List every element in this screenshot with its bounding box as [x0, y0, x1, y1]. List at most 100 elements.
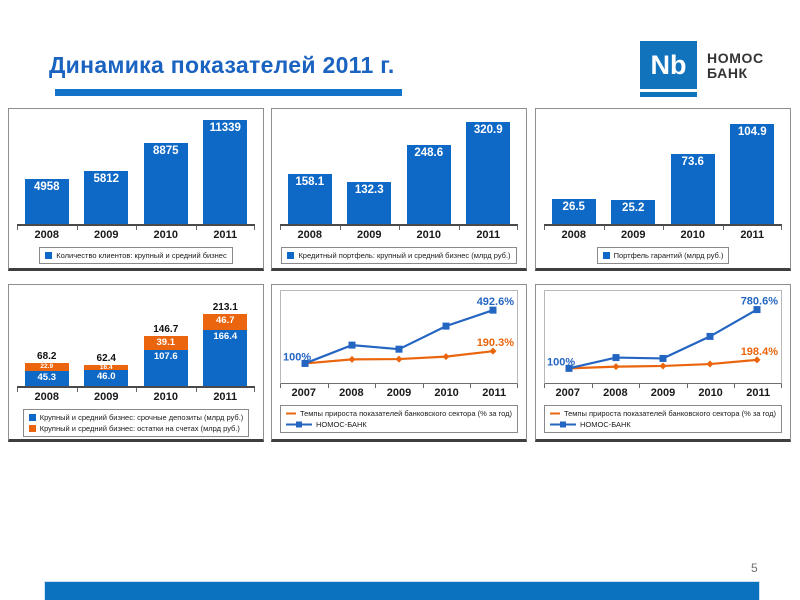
- x-axis: 2008 2009 2010 2011: [17, 388, 255, 406]
- legend-label: Темпы прироста показателей банковского с…: [299, 409, 512, 418]
- axis-label: 2008: [561, 229, 586, 241]
- bar-cell: 26.5: [544, 114, 604, 224]
- axis-label: 2008: [297, 229, 322, 241]
- axis-label: 2009: [357, 229, 382, 241]
- page-title: Динамика показателей 2011 г.: [49, 52, 395, 78]
- axis-tick: [375, 384, 377, 388]
- axis-label: 2010: [680, 229, 705, 241]
- legend-swatch-icon: [287, 252, 295, 259]
- bar-segment: 16.4: [84, 364, 129, 371]
- bar: 4958: [24, 178, 69, 224]
- axis-label: 2009: [621, 229, 646, 241]
- bar-cell: 5812: [77, 114, 137, 224]
- axis-label: 2010: [153, 391, 178, 403]
- axis-tick: [639, 384, 641, 388]
- x-axis: 2007 2008 2009 2010 2011: [544, 384, 782, 402]
- bar-segment: 45.3: [24, 370, 69, 386]
- legend-item: Крупный и средний бизнес: остатки на сче…: [28, 423, 244, 434]
- segment-value-label: 46.7: [216, 314, 235, 326]
- legend-swatch-icon: [45, 252, 53, 259]
- axis-tick: [470, 384, 472, 388]
- axis-tick: [517, 384, 518, 388]
- x-axis: 2007 2008 2009 2010 2011: [280, 384, 518, 402]
- logo-underline-bar: [640, 92, 697, 97]
- axis-tick: [399, 226, 400, 230]
- stacked-bar-cell: 68.2 22.9 45.3: [17, 290, 77, 386]
- total-value-label: 213.1: [212, 301, 238, 313]
- segment-value-label: 166.4: [213, 330, 238, 342]
- axis-tick: [591, 384, 593, 388]
- bar-cell: 132.3: [340, 114, 400, 224]
- bar: 73.6: [670, 153, 715, 224]
- bar-segment: 166.4: [203, 329, 248, 386]
- chart-growth-rates-line-2: 100% 198.4% 780.6% 2007 2008 2009 2010 2011 Темп…: [535, 284, 791, 442]
- chart-deposits-balances-stacked: 68.2 22.9 45.3 62.4 16.4 46.0 146.7 39.1 107.6 21…: [8, 284, 264, 442]
- legend-label: Количество клиентов: крупный и средний б…: [56, 251, 227, 260]
- axis-label: 2009: [94, 391, 119, 403]
- axis-tick: [781, 226, 782, 230]
- plot-area: 4958 5812 8875 11339: [17, 114, 255, 226]
- bar-value-label: 73.6: [681, 155, 704, 168]
- bar-value-label: 5812: [93, 172, 120, 185]
- plot-area: 158.1 132.3 248.6 320.9: [280, 114, 518, 226]
- stacked-bar-cell: 146.7 39.1 107.6: [136, 290, 196, 386]
- stacked-bar-cell: 62.4 16.4 46.0: [77, 290, 137, 386]
- legend-label: Портфель гарантий (млрд руб.): [613, 251, 724, 260]
- bar: 132.3: [347, 181, 392, 224]
- stacked-bar-cell: 213.1 46.7 166.4: [196, 290, 256, 386]
- bar-value-label: 25.2: [622, 201, 645, 214]
- footer-accent-bar: [45, 582, 759, 600]
- x-axis: 2008 2009 2010 2011: [17, 226, 255, 244]
- bar: 5812: [84, 170, 129, 224]
- axis-label: 2011: [213, 229, 238, 241]
- axis-tick: [734, 384, 736, 388]
- legend-swatch-icon: [28, 425, 36, 432]
- legend-item: НОМОС-БАНК: [286, 419, 512, 430]
- axis-tick: [76, 388, 78, 392]
- bar-value-label: 26.5: [562, 200, 585, 213]
- chart-guarantee-portfolio: 26.5 25.2 73.6 104.9 2008 2009 2010 2011 Портфел…: [535, 108, 791, 271]
- logo-bank-name: НОМОС БАНК: [707, 51, 764, 81]
- segment-value-label: 46.0: [97, 371, 116, 383]
- axis-label: 2007: [291, 387, 317, 399]
- segment-value-label: 45.3: [37, 371, 57, 383]
- axis-tick: [517, 226, 518, 230]
- legend: Количество клиентов: крупный и средний б…: [39, 247, 233, 264]
- chart-growth-rates-line-1: 100% 190.3% 492.6% 2007 2008 2009 2010 2011 Темп…: [271, 284, 527, 442]
- bar-cell: 248.6: [399, 114, 459, 224]
- legend-item: НОМОС-БАНК: [550, 419, 776, 430]
- axis-label: 2011: [482, 387, 507, 399]
- legend: Портфель гарантий (млрд руб.): [596, 247, 730, 264]
- bar: 158.1: [287, 173, 332, 224]
- bar-cell: 8875: [136, 114, 196, 224]
- axis-label: 2007: [555, 387, 581, 399]
- plot-area: 26.5 25.2 73.6 104.9: [544, 114, 782, 226]
- bar-cell: 320.9: [459, 114, 519, 224]
- axis-label: 2008: [603, 387, 628, 399]
- axis-tick: [254, 388, 255, 392]
- axis-tick: [280, 226, 281, 230]
- chart-credit-portfolio: 158.1 132.3 248.6 320.9 2008 2009 2010 2011 Кред…: [271, 108, 527, 271]
- square-marker-icon: [550, 421, 576, 428]
- axis-label: 2009: [386, 387, 412, 399]
- x-axis: 2008 2009 2010 2011: [280, 226, 518, 244]
- axis-tick: [339, 226, 341, 230]
- line-chart-svg: 100% 198.4% 780.6%: [547, 296, 779, 372]
- axis-tick: [76, 226, 78, 230]
- legend: Темпы прироста показателей банковского с…: [280, 405, 518, 433]
- end-percent-label: 198.4%: [741, 346, 779, 358]
- bar-value-label: 11339: [209, 122, 241, 135]
- bar-cell: 25.2: [604, 114, 664, 224]
- title-underline: [55, 89, 402, 96]
- bar: 248.6: [406, 144, 451, 224]
- bar-cell: 158.1: [280, 114, 340, 224]
- axis-tick: [544, 226, 545, 230]
- axis-tick: [722, 226, 724, 230]
- bar-value-label: 104.9: [737, 125, 767, 138]
- bar: 8875: [143, 142, 188, 224]
- axis-tick: [280, 384, 281, 388]
- total-value-label: 62.4: [96, 352, 116, 364]
- bar-cell: 104.9: [723, 114, 783, 224]
- start-percent-label: 100%: [547, 356, 575, 368]
- legend-label: Крупный и средний бизнес: остатки на сче…: [39, 424, 240, 433]
